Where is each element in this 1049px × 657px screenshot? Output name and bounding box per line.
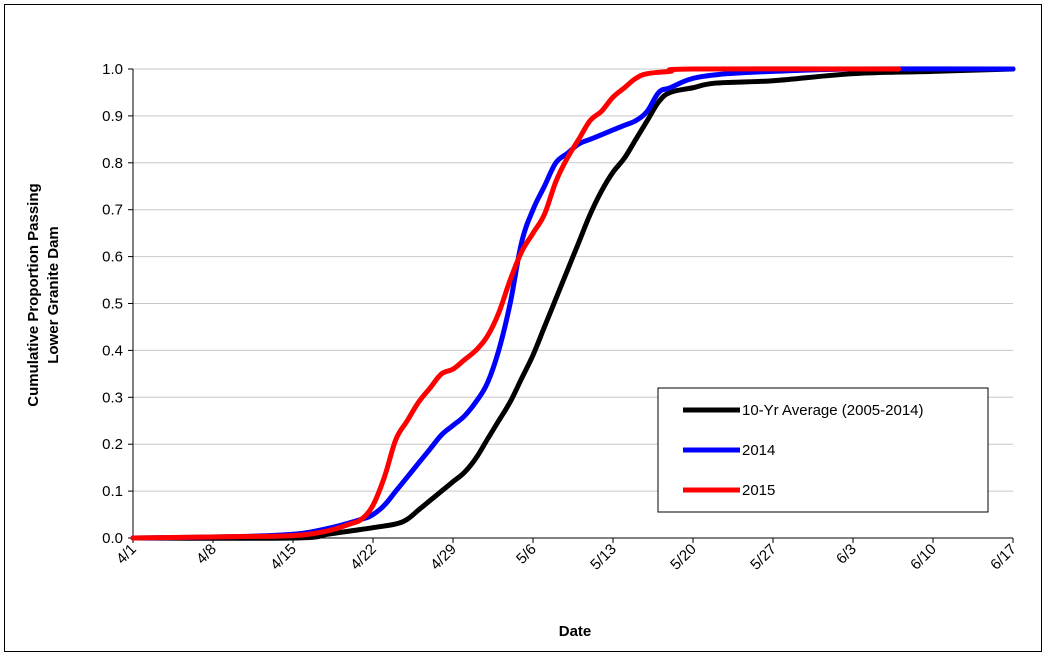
series-lines (130, 66, 1016, 541)
series-line-2014 (130, 66, 1016, 541)
x-tick-label: 5/6 (513, 541, 540, 568)
x-tick-label: 6/17 (987, 541, 1020, 574)
y-tick-label: 0.3 (102, 389, 123, 406)
x-tick-label: 5/13 (587, 541, 620, 574)
x-tick-label: 4/22 (347, 541, 380, 574)
y-axis-title-line-2: Lower Granite Dam (45, 226, 62, 364)
x-tick-label: 4/15 (267, 541, 300, 574)
x-tick-label: 5/20 (667, 541, 700, 574)
legend-label: 2015 (742, 482, 775, 499)
y-tick-labels: 0.0 0.1 0.2 0.3 0.4 0.5 0.6 0.7 0.8 0.9 1.0 (102, 61, 123, 547)
x-axis-title: Date (559, 623, 592, 640)
y-tick-label: 0.5 (102, 296, 123, 313)
series-line-ten-year-average (130, 66, 1016, 541)
y-tick-label: 0.7 (102, 202, 123, 219)
y-tick-label: 0.1 (102, 483, 123, 500)
y-tick-label: 0.4 (102, 342, 123, 359)
x-tick-labels: 4/1 4/8 4/15 4/22 4/29 5/6 5/13 5/20 5/27 6/3 6/10… (113, 541, 1020, 574)
y-tick-label: 0.9 (102, 108, 123, 125)
x-tick-label: 6/3 (833, 541, 860, 568)
legend-label: 10-Yr Average (2005-2014) (742, 402, 924, 419)
y-axis-title-line-1: Cumulative Proportion Passing (25, 183, 42, 406)
legend: 10-Yr Average (2005-2014) 2014 2015 (657, 387, 989, 513)
x-tick-label: 4/29 (427, 541, 460, 574)
y-tick-label: 0.0 (102, 530, 123, 547)
y-tick-label: 0.6 (102, 249, 123, 266)
y-tick-label: 0.2 (102, 436, 123, 453)
series-line-2015 (130, 66, 902, 541)
y-tick-label: 1.0 (102, 61, 123, 78)
legend-label: 2014 (742, 442, 775, 459)
x-tick-label: 4/8 (193, 541, 220, 568)
x-tick-label: 5/27 (747, 541, 780, 574)
x-tick-label: 6/10 (907, 541, 940, 574)
y-tick-label: 0.8 (102, 155, 123, 172)
chart-frame (4, 4, 1042, 652)
